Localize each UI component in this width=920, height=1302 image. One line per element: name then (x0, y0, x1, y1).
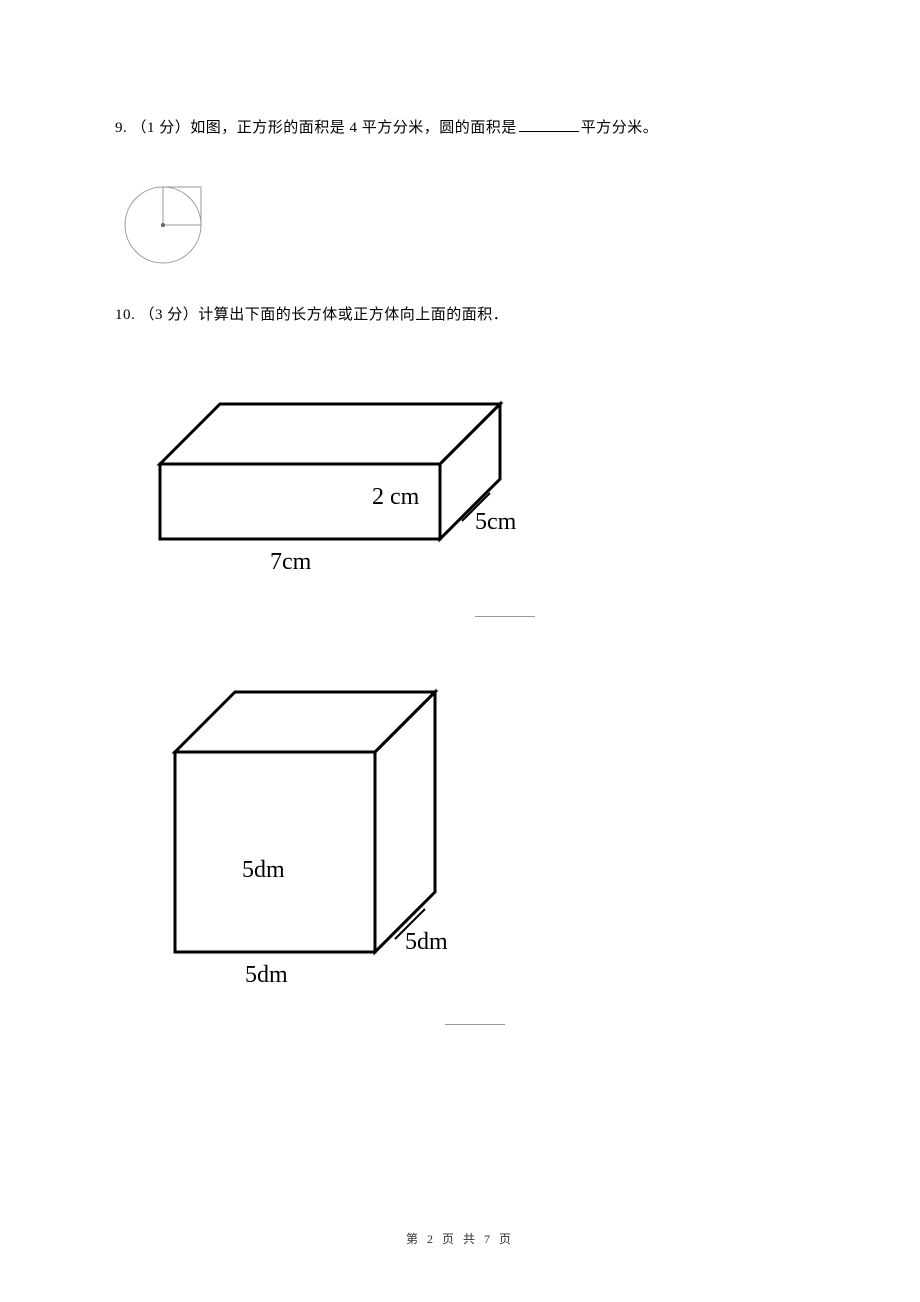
q9-points: （1 分） (132, 120, 191, 136)
cuboid-width-label: 5cm (475, 509, 517, 535)
q9-text-after: 平方分米。 (581, 120, 659, 136)
cube-height-label: 5dm (242, 857, 285, 883)
question-10-text: 10. （3 分）计算出下面的长方体或正方体向上面的面积． (115, 302, 805, 329)
question-9: 9. （1 分）如图，正方形的面积是 4 平方分米，圆的面积是 平方分米。 (115, 115, 805, 272)
cube-answer-line (445, 1024, 505, 1025)
cuboid-answer-line (475, 616, 535, 617)
circle-square-figure (115, 177, 805, 272)
cuboid-height-label: 2 cm (372, 484, 420, 510)
page-footer: 第 2 页 共 7 页 (0, 1230, 920, 1247)
footer-text: 第 2 页 共 7 页 (406, 1232, 514, 1246)
q10-number: 10. (115, 307, 140, 323)
cube-width-label: 5dm (405, 929, 448, 955)
cube-length-label: 5dm (245, 962, 288, 988)
q9-blank (519, 118, 579, 132)
cuboid-figure: 2 cm 5cm 7cm (140, 369, 805, 622)
cube-figure: 5dm 5dm 5dm (155, 677, 805, 1030)
question-10: 10. （3 分）计算出下面的长方体或正方体向上面的面积． 2 cm 5cm 7… (115, 302, 805, 1030)
question-9-text: 9. （1 分）如图，正方形的面积是 4 平方分米，圆的面积是 平方分米。 (115, 115, 805, 142)
q9-number: 9. (115, 120, 132, 136)
q10-points: （3 分） (140, 307, 199, 323)
q9-text-before: 如图，正方形的面积是 4 平方分米，圆的面积是 (190, 120, 517, 136)
q10-text: 计算出下面的长方体或正方体向上面的面积． (198, 307, 508, 323)
cuboid-length-label: 7cm (270, 549, 312, 575)
